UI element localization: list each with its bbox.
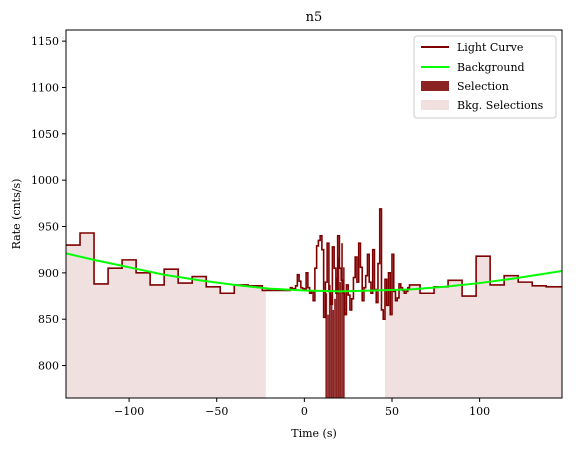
selection-bar <box>330 295 333 398</box>
legend-box <box>413 35 557 119</box>
bkg-selection-region-2 <box>384 254 562 398</box>
selection-bar <box>334 298 336 398</box>
y-tick-label: 1100 <box>31 81 59 94</box>
y-tick-label: 1050 <box>31 128 59 141</box>
y-tick-label: 850 <box>38 313 59 326</box>
selection-bar <box>327 314 329 398</box>
x-tick-label: −50 <box>205 405 228 418</box>
legend-light-curve-label: Light Curve <box>457 41 523 54</box>
x-tick-label: 50 <box>385 405 399 418</box>
background-fit-line <box>66 252 562 293</box>
y-axis-label: Rate (cnts/s) <box>10 179 23 250</box>
selection-layer <box>325 243 345 398</box>
selection-bar <box>341 243 343 398</box>
legend-selection-swatch <box>421 81 449 91</box>
legend-background-label: Background <box>457 61 525 74</box>
selection-bar <box>328 284 331 398</box>
selection-bar <box>339 282 342 398</box>
y-axis-ticks: 800 850 900 950 1000 1050 1100 1150 <box>31 35 66 373</box>
selection-bar <box>342 267 345 398</box>
x-axis-ticks: −100 −50 0 50 100 <box>114 398 490 418</box>
background-layer <box>66 252 562 293</box>
selection-bar <box>325 293 328 398</box>
bkg-selection-region-1 <box>66 233 266 398</box>
light-curve-layer <box>66 208 562 321</box>
chart-title: n5 <box>306 10 323 25</box>
light-curve-line <box>66 208 562 321</box>
y-tick-label: 950 <box>38 221 59 234</box>
selection-bar <box>337 257 340 398</box>
legend-bkg-selections-label: Bkg. Selections <box>457 99 544 112</box>
selection-bar <box>332 309 335 398</box>
bkg-selections-layer <box>66 233 562 398</box>
x-tick-label: 0 <box>301 405 308 418</box>
y-tick-label: 1150 <box>31 35 59 48</box>
legend-bkg-selections-swatch <box>421 100 449 110</box>
selection-bar <box>335 277 338 398</box>
y-tick-label: 1000 <box>31 174 59 187</box>
y-tick-label: 900 <box>38 267 59 280</box>
plot-frame <box>65 29 563 399</box>
legend-selection-label: Selection <box>457 80 509 93</box>
x-axis-label: Time (s) <box>291 427 337 440</box>
y-tick-label: 800 <box>38 360 59 373</box>
x-tick-label: −100 <box>114 405 144 418</box>
legend: Light Curve Background Selection Bkg. Se… <box>413 35 557 119</box>
x-tick-label: 100 <box>469 405 490 418</box>
